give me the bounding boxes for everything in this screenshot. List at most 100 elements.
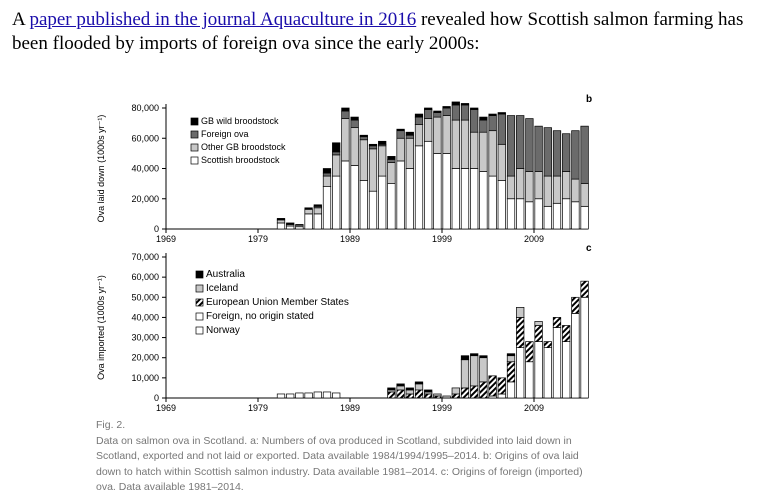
- bar-segment: [534, 125, 543, 172]
- bar-segment: [396, 383, 405, 387]
- bar-segment: [424, 118, 433, 142]
- bar-segment: [460, 103, 470, 106]
- bar-segment: [396, 389, 405, 399]
- bar-segment: [368, 190, 378, 230]
- bar-segment: [543, 127, 552, 177]
- bar-segment: [552, 175, 562, 204]
- legend-swatch: [195, 312, 204, 321]
- bar-segment: [286, 393, 295, 399]
- bar-segment: [571, 178, 580, 203]
- chart-panel-c: 70,000 60,000 50,000 40,000 30,000 20,000 10,0…: [96, 243, 592, 413]
- bar-segment: [414, 145, 424, 230]
- bar-segment: [460, 168, 470, 230]
- x-tick-label: 1979: [248, 403, 268, 413]
- bar-segment: [552, 130, 562, 177]
- legend-label: Norway: [206, 325, 240, 336]
- bar-segment: [378, 175, 387, 230]
- bar-segment: [506, 353, 516, 357]
- bar-segment: [332, 175, 341, 230]
- bar-segment: [497, 112, 506, 115]
- bar-segment: [378, 140, 387, 145]
- bar-segment: [433, 116, 442, 154]
- legend-label: Other GB broodstock: [201, 142, 286, 152]
- bar-segment: [460, 104, 470, 121]
- bar-segment: [341, 160, 350, 230]
- bar-segment: [350, 119, 359, 129]
- legend-swatch: [195, 298, 204, 307]
- bar-segment: [470, 355, 479, 387]
- y-tick-label: 60,000: [131, 133, 159, 143]
- bar-segment: [488, 130, 497, 177]
- bar-segment: [516, 317, 525, 348]
- bar-segment: [396, 137, 405, 162]
- bar-segment: [525, 361, 534, 399]
- bar-segment: [580, 280, 589, 298]
- bar-segment: [543, 347, 552, 399]
- bar-segment: [552, 317, 562, 328]
- bar-segment: [414, 383, 424, 391]
- bar-segment: [414, 116, 424, 125]
- bar-segment: [442, 115, 451, 154]
- bar-segment: [488, 115, 497, 132]
- y-tick-label: 10,000: [131, 373, 159, 383]
- y-tick-label: 50,000: [131, 292, 159, 302]
- caption-line-2: Scotland, exported and not laid or expor…: [96, 450, 579, 462]
- bar-segment: [322, 186, 332, 230]
- bar-segment: [479, 171, 488, 230]
- bar-segment: [460, 387, 470, 399]
- bar-segment: [451, 119, 460, 169]
- bar-segment: [488, 375, 497, 397]
- bar-segment: [506, 381, 516, 399]
- bar-segment: [479, 131, 488, 172]
- bar-segment: [562, 325, 571, 342]
- bar-segment: [516, 198, 525, 230]
- bar-segment: [304, 207, 313, 210]
- panel-letter: b: [586, 94, 592, 105]
- bar-segment: [580, 125, 589, 184]
- bar-segment: [350, 127, 359, 166]
- paper-link[interactable]: paper published in the journal Aquacultu…: [29, 9, 417, 30]
- bar-segment: [424, 389, 433, 393]
- bar-segment: [396, 130, 405, 139]
- bar-segment: [534, 321, 543, 326]
- bar-segment: [322, 391, 332, 399]
- figure-label: Fig. 2.: [96, 419, 126, 431]
- bar-segment: [460, 119, 470, 169]
- caption-line-4: ova. Data available 1981–2014.: [96, 481, 244, 493]
- bar-segment: [516, 347, 525, 399]
- bar-segment: [359, 139, 368, 181]
- bar-segment: [442, 153, 451, 230]
- x-tick-label: 2009: [524, 234, 544, 244]
- bar-segment: [571, 313, 580, 399]
- legend-swatch: [190, 117, 199, 126]
- bar-segment: [276, 393, 286, 399]
- legend-swatch: [190, 143, 199, 152]
- bar-segment: [276, 219, 286, 224]
- bar-segment: [414, 389, 424, 399]
- bar-segment: [295, 224, 304, 226]
- bar-segment: [387, 391, 396, 399]
- bar-segment: [506, 361, 516, 383]
- y-tick-label: 0: [154, 393, 159, 403]
- bar-segment: [506, 115, 516, 177]
- bar-segment: [479, 116, 488, 121]
- bar-segment: [424, 109, 433, 119]
- bar-segment: [396, 128, 405, 132]
- bar-segment: [405, 137, 414, 169]
- bar-segment: [387, 156, 396, 160]
- x-tick-label: 1989: [340, 403, 360, 413]
- bar-segment: [332, 154, 341, 177]
- bar-segment: [405, 134, 414, 139]
- bar-segment: [497, 113, 506, 145]
- bar-segment: [470, 109, 479, 133]
- bar-segment: [562, 341, 571, 399]
- intro-text-before: A: [12, 9, 30, 30]
- bar-segment: [350, 116, 359, 121]
- bar-segment: [341, 110, 350, 119]
- bar-segment: [534, 341, 543, 399]
- bar-segment: [313, 213, 322, 230]
- bar-segment: [322, 172, 332, 177]
- bar-segment: [497, 377, 506, 395]
- bar-segment: [276, 218, 286, 221]
